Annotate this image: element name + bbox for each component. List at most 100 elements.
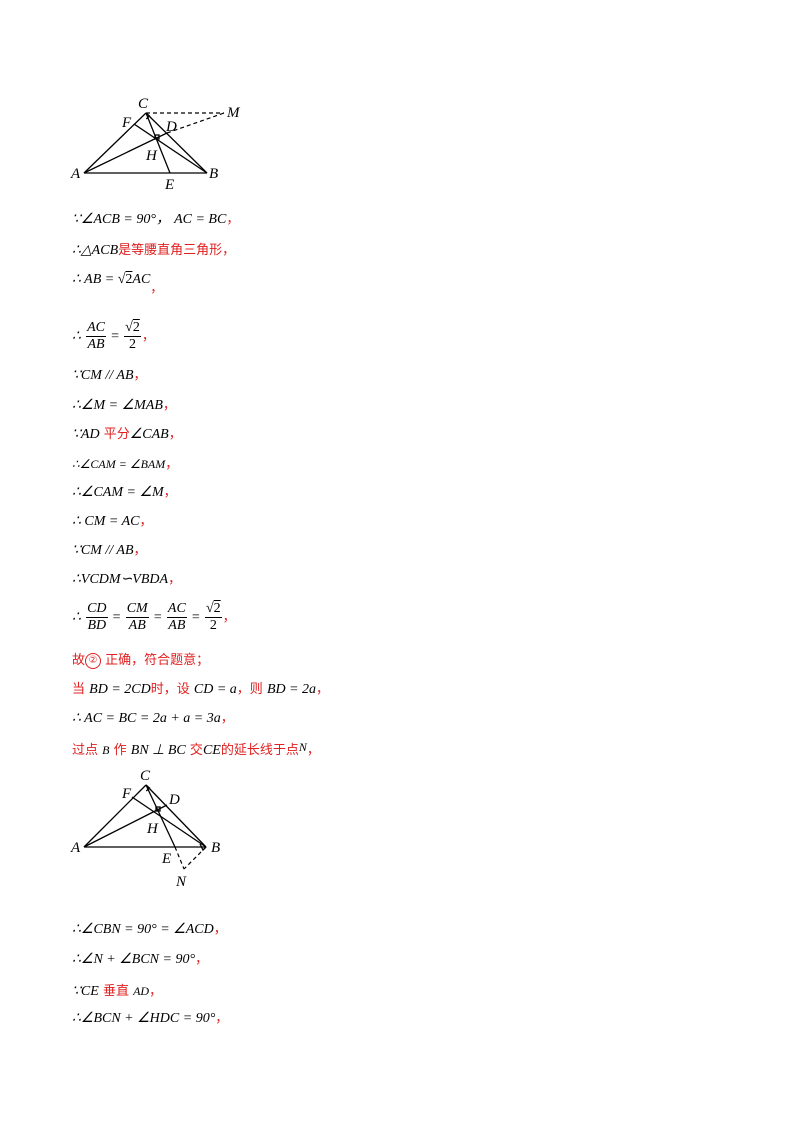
comma: ，	[215, 1011, 229, 1026]
math-expr: ∴∠M = ∠MAB	[72, 398, 163, 413]
line-21: ∴∠BCN + ∠HDC = 90°，	[72, 1010, 228, 1028]
label-m: M	[226, 105, 241, 121]
line-19: ∴∠N + ∠BCN = 90°，	[72, 951, 208, 969]
math-expr: AD	[133, 984, 150, 998]
right-angle-h	[155, 806, 161, 812]
math-expr: BN ⊥ BC	[130, 743, 186, 758]
math-expr: ∵AD	[72, 427, 100, 442]
fraction-cd-bd: CD BD	[86, 601, 108, 634]
comma: ，	[195, 952, 209, 967]
cn-text: 当	[72, 682, 86, 697]
line-18: ∴∠CBN = 90° = ∠ACD，	[72, 921, 227, 939]
cn-text: 交	[189, 743, 203, 758]
math-expr: ∴∠CAM = ∠BAM	[72, 457, 166, 471]
label-f: F	[121, 786, 132, 802]
math-expr: ∴VCDM∽VBDA	[72, 572, 169, 587]
label-b: B	[211, 840, 220, 856]
comma: ，	[168, 427, 182, 442]
math-expr: ∴△ACB	[72, 243, 119, 258]
segment-ac	[83, 112, 147, 174]
sqrt-sign: √	[125, 320, 133, 335]
figure-2-svg: C F D H A E B N	[70, 768, 220, 890]
line-16: ∴ AC = BC = 2a + a = 3a，	[72, 710, 234, 728]
numerator: CD	[86, 601, 108, 618]
comma: ，	[133, 368, 147, 383]
line-6: ∴∠M = ∠MAB，	[72, 397, 176, 415]
math-expr: AC	[132, 272, 151, 287]
math-expr: BD = 2CD	[89, 682, 151, 697]
label-h: H	[146, 821, 159, 837]
line-2: ∴△ACB是等腰直角三角形，	[72, 242, 235, 260]
line-10: ∴ CM = AC，	[72, 513, 153, 531]
line-17: 过点 B 作 BN ⊥ BC 交CE的延长线于点N，	[72, 740, 320, 760]
line-1: ∵∠ACB = 90°， AC = BC，	[72, 211, 239, 229]
dashed-dm	[166, 112, 225, 134]
denominator: AB	[87, 337, 105, 352]
right-angle-c	[145, 784, 151, 792]
numerator: √2	[124, 320, 141, 337]
math-expr: ∵CM // AB	[72, 368, 134, 383]
math-expr: ∵CM // AB	[72, 543, 134, 558]
dashed-en	[174, 846, 185, 870]
line-5: ∵CM // AB，	[72, 367, 147, 385]
label-n: N	[175, 874, 187, 890]
comma: ，	[150, 281, 164, 296]
denominator: AB	[168, 618, 186, 633]
comma: ，	[165, 457, 179, 472]
line-20: ∵CE 垂直 AD，	[72, 982, 162, 1001]
figure-2: C F D H A E B N	[66, 765, 236, 893]
line-12: ∴VCDM∽VBDA，	[72, 571, 181, 589]
comma: ，	[306, 743, 320, 758]
segment-fb	[133, 123, 208, 174]
cn-text: 正确，符合题意；	[105, 653, 210, 668]
line-15: 当 BD = 2CD时，设 CD = a，则 BD = 2a，	[72, 681, 329, 699]
line-4: ∴ AC AB = √2 2，	[72, 320, 155, 353]
cn-text: 过点	[72, 743, 99, 758]
line-8: ∴∠CAM = ∠BAM，	[72, 455, 178, 474]
segment-cb	[145, 784, 207, 848]
equation: AC = BC	[174, 212, 227, 227]
circled-number: ②	[85, 652, 102, 669]
label-e: E	[164, 177, 174, 193]
comma: ，	[226, 212, 240, 227]
cn-text: 作	[113, 743, 127, 758]
math-expr: ∴ AB =	[72, 272, 118, 287]
numerator: CM	[125, 601, 149, 618]
sqrt-sign: √	[117, 272, 126, 287]
therefore: ∴	[72, 329, 81, 344]
segment-cb	[145, 112, 208, 174]
line-13: ∴ CD BD = CM AB = AC AB = √2 2，	[72, 601, 236, 634]
line-7: ∵AD 平分∠CAB，	[72, 426, 182, 444]
sqrt-arg: 2	[213, 601, 221, 616]
label-h: H	[145, 148, 158, 164]
math-expr: N	[298, 740, 307, 754]
fraction-cm-ab: CM AB	[125, 601, 149, 634]
equals: =	[112, 610, 121, 625]
label-e: E	[161, 851, 171, 867]
statement: ∵∠ACB = 90°，	[72, 212, 170, 227]
comma: ，	[141, 329, 155, 344]
math-expr: ∴∠CBN = 90° = ∠ACD	[72, 922, 214, 937]
math-expr: CD = a	[193, 682, 237, 697]
label-b: B	[209, 166, 218, 182]
segment-ac	[83, 784, 147, 848]
denominator: 2	[209, 618, 217, 633]
comma: ，	[316, 682, 330, 697]
label-a: A	[70, 840, 81, 856]
comma: ，	[162, 398, 176, 413]
math-expr: BD = 2a	[266, 682, 317, 697]
equals: =	[111, 329, 119, 344]
right-angle-c	[145, 112, 151, 120]
numerator: AC	[166, 601, 187, 618]
math-expr: ∴∠BCN + ∠HDC = 90°	[72, 1011, 216, 1026]
comma: ，	[222, 610, 236, 625]
math-expr: ∴∠CAM = ∠M	[72, 485, 164, 500]
math-expr: ∴ AC = BC = 2a + a = 3a	[72, 711, 221, 726]
line-9: ∴∠CAM = ∠M，	[72, 484, 177, 502]
numerator: √2	[204, 601, 222, 618]
segment-fb	[131, 796, 207, 848]
label-d: D	[165, 119, 177, 135]
cn-text: 垂直	[102, 984, 129, 999]
equals: =	[153, 610, 162, 625]
